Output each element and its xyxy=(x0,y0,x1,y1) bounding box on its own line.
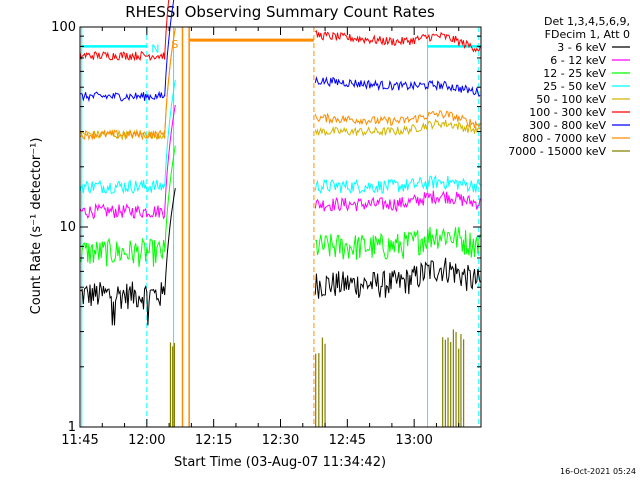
x-tick-label: 11:45 xyxy=(61,433,98,448)
x-tick-label: 12:45 xyxy=(329,433,366,448)
legend-entry-label: 25 - 50 keV xyxy=(543,80,606,93)
y-axis-label: Count Rate (s⁻¹ detector⁻¹) xyxy=(29,138,44,315)
y-tick-label: 1 xyxy=(68,420,76,435)
series-300-800-kevline xyxy=(80,0,481,103)
legend-entry-label: 3 - 6 keV xyxy=(557,41,606,54)
legend-entry-label: 100 - 300 keV xyxy=(529,106,606,119)
night-flag-label: N xyxy=(151,43,159,56)
legend-header-line1: Det 1,3,4,5,6,9, xyxy=(544,15,630,28)
series-800-7000-kevline xyxy=(79,28,481,141)
series-6-12-kevline xyxy=(79,104,481,220)
legend-entry-label: 7000 - 15000 keV xyxy=(508,145,606,158)
legend-entry-label: 50 - 100 keV xyxy=(536,93,606,106)
y-tick-label: 10 xyxy=(59,220,76,235)
series-100-300-kevline xyxy=(79,0,481,62)
series-3-6-kevline xyxy=(79,188,481,326)
legend-header-line2: FDecim 1, Att 0 xyxy=(545,28,630,41)
y-tick-label: 100 xyxy=(51,20,76,35)
series-25-50-kevline xyxy=(79,79,481,195)
timestamp: 16-Oct-2021 05:24 xyxy=(560,467,636,476)
saa-flag-label: S xyxy=(171,38,178,51)
x-tick-label: 12:30 xyxy=(262,433,299,448)
legend-entry-label: 12 - 25 keV xyxy=(543,67,606,80)
legend-entry-label: 6 - 12 keV xyxy=(550,54,606,67)
plot-frame xyxy=(79,26,482,428)
x-tick-label: 13:00 xyxy=(395,433,432,448)
chart-title: RHESSI Observing Summary Count Rates xyxy=(125,3,435,21)
x-tick-label: 12:00 xyxy=(128,433,165,448)
x-tick-label: 12:15 xyxy=(195,433,232,448)
series-12-25-kevline xyxy=(79,145,481,267)
x-axis-label: Start Time (03-Aug-07 11:34:42) xyxy=(174,455,386,470)
legend-entry-label: 800 - 7000 keV xyxy=(522,132,606,145)
legend-entry-label: 300 - 800 keV xyxy=(529,119,606,132)
